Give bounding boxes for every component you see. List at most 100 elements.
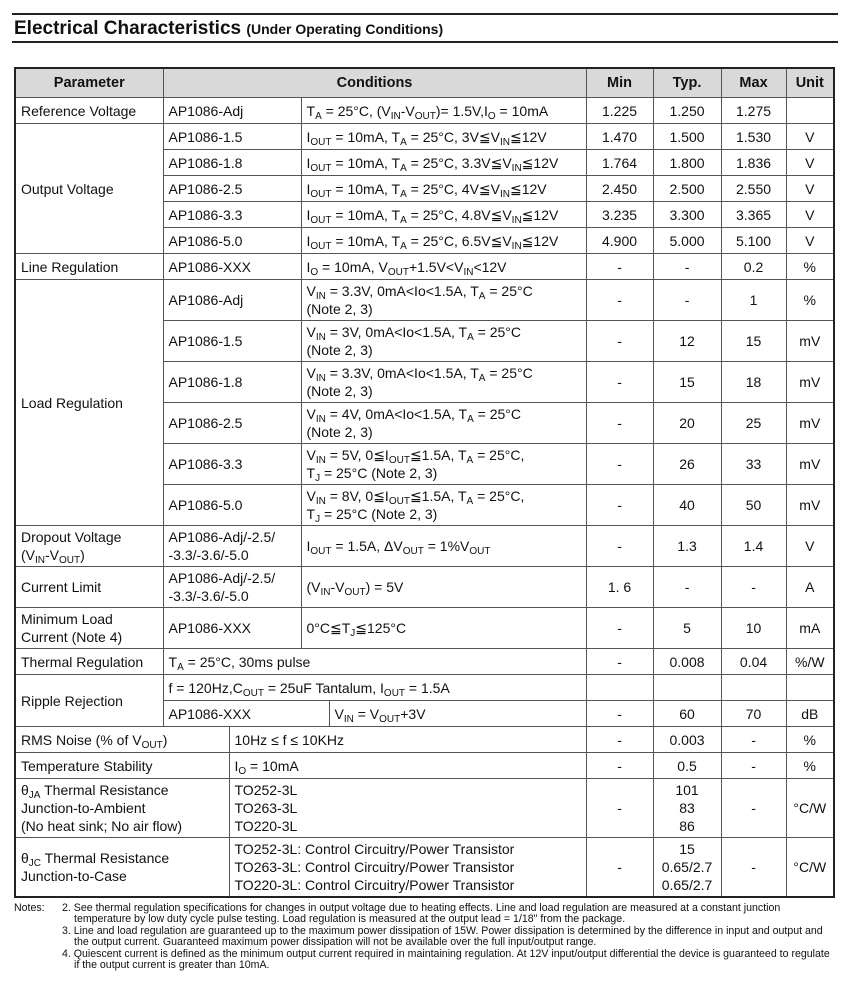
subscript: IN: [320, 587, 331, 598]
value-typ: 1.3: [652, 525, 722, 567]
text-run: Dropout Voltage: [21, 529, 122, 545]
subscript: IN: [511, 240, 522, 252]
text-run: = 25°C, 30ms pulse: [183, 653, 311, 670]
cell-line: θJA Thermal Resistance: [21, 781, 224, 801]
notes-list: 2. See thermal regulation specifications…: [62, 902, 836, 971]
value-max: 0.2: [720, 253, 787, 280]
value-min: -: [585, 320, 654, 362]
text-run: RMS Noise (% of V: [21, 731, 142, 748]
text-run: T: [306, 506, 316, 522]
cell-line: TO220-3L: [235, 817, 581, 835]
text-run: V: [334, 705, 344, 722]
value-min: -: [585, 726, 654, 753]
value-unit: mV: [785, 402, 835, 444]
parameter: θJA Thermal Resistance Junction-to-Ambien…: [14, 778, 230, 838]
conditions: TO252-3L: Control Circuitry/Power Transi…: [228, 837, 587, 898]
value-max: 1.4: [720, 525, 787, 567]
text-run: = 25uF Tantalum, I: [263, 679, 384, 696]
text-run: T: [306, 465, 316, 481]
text-run: = 10mA: [246, 757, 299, 774]
table-row: Minimum Load Current (Note 4) AP1086-XXX 0°…: [14, 607, 835, 649]
value-unit: V: [785, 149, 835, 176]
value-typ: 26: [652, 443, 722, 485]
device: AP1086-XXX: [162, 607, 302, 649]
conditions: IOUT = 1.5A, ΔVOUT = 1%VOUT: [300, 525, 587, 567]
text-run: = 5V, 0≦I: [325, 447, 389, 463]
notes-label: Notes:: [14, 902, 45, 914]
subscript: OUT: [310, 214, 332, 226]
value-unit: mA: [785, 607, 835, 649]
value-max: 15: [720, 320, 787, 362]
value-unit: V: [785, 227, 835, 254]
subscript: A: [467, 332, 474, 343]
cell-line: TJ = 25°C (Note 2, 3): [306, 464, 581, 484]
subscript: IN: [315, 414, 326, 425]
value-min: 3.235: [585, 201, 654, 228]
value-unit: mV: [785, 484, 835, 526]
subscript: IN: [315, 455, 326, 466]
cell-line: Dropout Voltage: [21, 528, 158, 546]
header-row: Parameter Conditions Min Typ. Max Unit: [14, 67, 835, 98]
value-min: -: [585, 279, 654, 321]
text-run: = 3.3V, 0mA<Io<1.5A, T: [325, 283, 479, 299]
subscript: OUT: [402, 546, 424, 557]
value-min: -: [585, 443, 654, 485]
conditions: TA = 25°C, (VIN-VOUT)= 1.5V,IO = 10mA: [300, 97, 587, 124]
text-run: TO220-3L: Control Circuitry/Power Transi…: [234, 877, 515, 893]
conditions: VIN = 3.3V, 0mA<Io<1.5A, TA = 25°C (Note …: [300, 279, 587, 321]
text-run: 0.65/2.7: [661, 859, 713, 875]
cell-line: (VIN-VOUT): [21, 546, 158, 566]
conditions: 10Hz ≤ f ≤ 10KHz: [228, 726, 587, 753]
table-row: AP1086-2.5 VIN = 4V, 0mA<Io<1.5A, TA = 25…: [15, 402, 835, 444]
value-max: -: [720, 726, 787, 753]
subscript: J: [315, 514, 321, 525]
value-min: -: [585, 484, 654, 526]
device: AP1086-2.5: [162, 402, 302, 444]
text-run: I: [234, 757, 239, 774]
text-run: V: [306, 283, 316, 299]
value-unit: %: [785, 253, 835, 280]
text-run: = 10mA, T: [331, 180, 401, 197]
value-min: -: [585, 253, 654, 280]
cell-line: 0.65/2.7: [656, 858, 719, 876]
value-typ: 1.250: [652, 97, 722, 124]
cell-line: VIN = 3.3V, 0mA<Io<1.5A, TA = 25°C: [307, 364, 581, 384]
text-run: -V: [45, 547, 59, 563]
table-row: Dropout Voltage (VIN-VOUT) AP1086-Adj/-2.5…: [14, 525, 835, 567]
value-max: -: [720, 778, 787, 838]
text-run: = 10mA, T: [331, 154, 401, 171]
text-run: 86: [679, 818, 695, 834]
cell-line: (Note 2, 3): [307, 341, 581, 359]
text-run: = 25°C: [473, 406, 522, 422]
text-run: (V: [21, 547, 35, 563]
cell-line: Junction-to-Case: [21, 867, 224, 885]
text-run: = 25°C,: [473, 488, 525, 504]
table-row: AP1086-2.5 IOUT = 10mA, TA = 25°C, 4V≦VIN…: [15, 175, 835, 202]
subscript: OUT: [310, 240, 332, 252]
cell-line: (Note 2, 3): [307, 423, 581, 441]
value-unit: °C/W: [785, 837, 835, 898]
value-unit: V: [785, 525, 835, 567]
value-min: [585, 674, 654, 701]
value-max: 25: [720, 402, 787, 444]
cell-line: TO220-3L: Control Circuitry/Power Transi…: [235, 876, 581, 894]
subscript: IN: [463, 266, 474, 278]
subscript: A: [400, 136, 407, 148]
text-run: = 25°C, (V: [321, 102, 391, 119]
cell-line: 83: [656, 799, 719, 817]
note-item: 2. See thermal regulation specifications…: [62, 902, 781, 926]
conditions: IOUT = 10mA, TA = 25°C, 4V≦VIN≦12V: [300, 175, 587, 202]
subscript: IN: [511, 162, 522, 174]
text-run: ≦12V: [510, 180, 547, 197]
value-typ: 101 83 86: [652, 778, 722, 838]
value-unit: V: [785, 175, 835, 202]
text-run: = V: [353, 705, 380, 722]
text-run: I: [306, 538, 311, 554]
cell-line: -3.3/-3.6/-5.0: [169, 546, 296, 564]
column-header: Unit: [785, 67, 835, 98]
conditions: 0°C≦TJ≦125°C: [300, 607, 587, 649]
parameter: Dropout Voltage (VIN-VOUT): [14, 525, 164, 567]
subscript: IN: [35, 555, 45, 566]
cell-line: Junction-to-Ambient: [21, 799, 224, 817]
value-typ: -: [652, 253, 722, 280]
